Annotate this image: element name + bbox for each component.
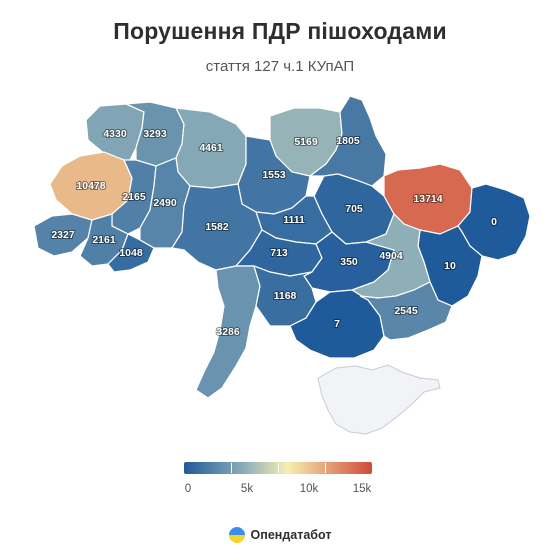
region-value-label: 1582 [205,221,229,233]
region-value-label: 2490 [153,197,177,209]
legend-tick-10k: 10k [299,483,319,495]
page-subtitle: стаття 127 ч.1 КУпАП [205,58,355,75]
legend-tick-15k: 15k [352,483,372,495]
brand-name: Опендатабот [250,528,332,542]
crimea-region [317,364,441,435]
region-value-label: 705 [345,203,363,215]
region-value-label: 1048 [119,247,143,259]
region-value-label: 2327 [51,229,75,241]
region-value-label: 4461 [199,142,223,154]
brand-footer[interactable]: Опендатабот [0,527,560,543]
region-value-label: 5169 [294,136,318,148]
region-value-label: 2545 [394,305,418,317]
legend-tick-mark [231,463,232,473]
legend-tick-mark [278,463,279,473]
region-value-label: 10478 [76,180,105,192]
region-value-label: 350 [340,256,358,268]
region-value-label: 1553 [262,169,286,181]
region-value-label: 1168 [274,290,297,302]
legend-tick-0: 0 [184,483,192,495]
region-zaporizka-south[interactable] [359,281,453,341]
legend-tick-mark [325,463,326,473]
region-value-label: 0 [491,216,497,228]
region-value-label: 1111 [283,214,305,226]
region-value-label: 3286 [216,326,240,338]
opendatabot-logo-icon [228,527,245,543]
region-ternopilska[interactable] [111,159,157,235]
region-value-label: 2161 [92,234,116,246]
region-value-label: 4330 [103,128,127,140]
region-value-label: 3293 [143,128,167,140]
region-value-label: 7 [334,318,340,330]
legend-tick-5k: 5k [240,483,254,495]
region-value-label: 1805 [336,135,360,147]
region-value-label: 713 [270,247,288,259]
region-value-label: 13714 [413,193,442,205]
region-value-label: 2165 [122,191,146,203]
region-value-label: 4904 [379,250,403,262]
page-title: Порушення ПДР пішоходами [113,18,447,44]
region-chernivetska[interactable] [107,233,155,273]
region-value-label: 10 [444,260,456,272]
